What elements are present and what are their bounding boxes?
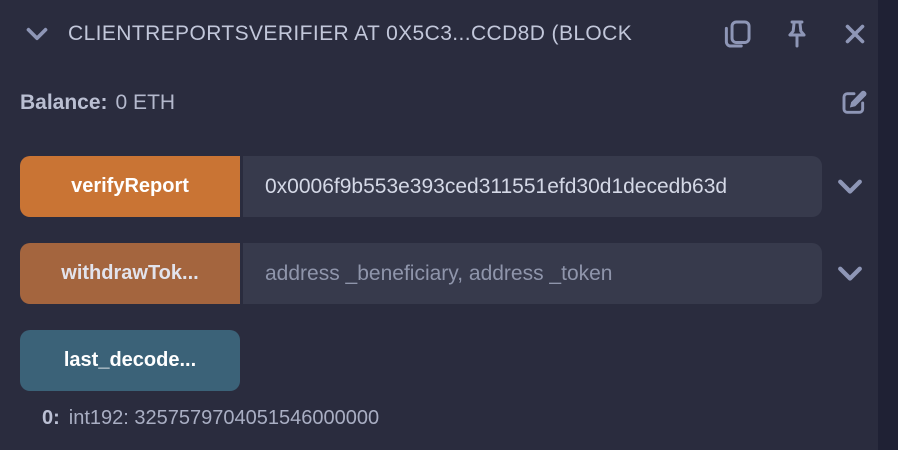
function-row-last-decoded: last_decode... [20,330,872,391]
expand-verify-report-chevron-icon[interactable] [832,169,868,205]
expand-withdraw-token-chevron-icon[interactable] [832,256,868,292]
header-actions [720,17,870,51]
output-index-label: 0: [42,407,60,429]
function-row-withdraw-token: withdrawTok... [20,243,872,304]
withdraw-token-input[interactable] [243,243,822,304]
collapse-chevron-icon[interactable] [20,17,54,51]
verify-report-input[interactable] [243,156,822,217]
balance-value: 0 ETH [115,91,176,114]
pin-icon[interactable] [780,17,814,51]
deployed-contract-panel: CLIENTREPORTSVERIFIER AT 0X5C3...CCD8D (… [20,14,872,430]
balance-text: Balance: 0 ETH [20,91,175,115]
copy-address-icon[interactable] [720,17,754,51]
decoded-output-row: 0: int192: 3257579704051546000000 [20,407,872,430]
function-row-verify-report: verifyReport [20,156,872,217]
last-decoded-button[interactable]: last_decode... [20,330,240,391]
adjacent-panel-edge [878,0,898,450]
contract-title: CLIENTREPORTSVERIFIER AT 0X5C3...CCD8D (… [68,22,633,45]
withdraw-token-button[interactable]: withdrawTok... [20,243,240,304]
output-value: int192: 3257579704051546000000 [68,407,380,429]
edit-balance-icon[interactable] [838,87,870,119]
close-icon[interactable] [840,19,870,49]
verify-report-button[interactable]: verifyReport [20,156,240,217]
balance-label: Balance: [20,91,108,114]
contract-header: CLIENTREPORTSVERIFIER AT 0X5C3...CCD8D (… [20,14,872,54]
balance-row: Balance: 0 ETH [20,84,872,122]
